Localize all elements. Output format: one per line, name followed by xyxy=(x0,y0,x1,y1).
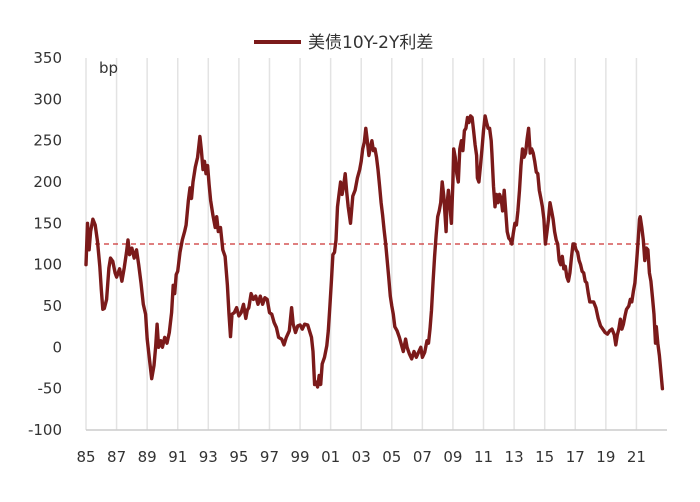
x-tick-label: 07 xyxy=(413,448,432,466)
x-tick-label: 01 xyxy=(321,448,340,466)
x-tick-label: 91 xyxy=(168,448,187,466)
x-tick-label: 87 xyxy=(107,448,126,466)
x-tick-label: 03 xyxy=(352,448,371,466)
x-axis-tick-labels: 85 87 89 91 93 95 97 99 01 03 05 07 09 11 13 15 17 19 21 xyxy=(76,448,646,466)
y-tick-label: 350 xyxy=(33,49,62,67)
x-tick-label: 89 xyxy=(138,448,157,466)
series-line xyxy=(84,114,665,391)
x-tick-label: 17 xyxy=(566,448,585,466)
y-tick-label: 100 xyxy=(33,256,62,274)
y-tick-label: 250 xyxy=(33,132,62,150)
y-tick-label: 50 xyxy=(43,297,62,315)
x-tick-label: 21 xyxy=(627,448,646,466)
y-tick-label: 150 xyxy=(33,214,62,232)
x-tick-label: 15 xyxy=(535,448,554,466)
x-tick-label: 99 xyxy=(291,448,310,466)
x-tick-label: 97 xyxy=(260,448,279,466)
legend-label: 美债10Y-2Y利差 xyxy=(308,33,433,53)
series-group xyxy=(84,114,665,391)
x-tick-label: 11 xyxy=(474,448,493,466)
x-tick-label: 19 xyxy=(596,448,615,466)
y-axis-tick-labels: 350 300 250 200 150 100 50 0 -50 -100 xyxy=(28,49,62,439)
x-tick-label: 93 xyxy=(199,448,218,466)
y-tick-label: 300 xyxy=(33,90,62,108)
x-tick-label: 09 xyxy=(443,448,462,466)
y-tick-label: -50 xyxy=(38,380,63,398)
x-tick-label: 13 xyxy=(505,448,524,466)
x-tick-label: 85 xyxy=(76,448,95,466)
unit-label: bp xyxy=(99,59,118,77)
y-tick-label: -100 xyxy=(28,421,62,439)
legend: 美债10Y-2Y利差 xyxy=(254,33,433,53)
x-tick-label: 05 xyxy=(382,448,401,466)
x-tick-label: 95 xyxy=(229,448,248,466)
y-tick-label: 200 xyxy=(33,173,62,191)
y-tick-label: 0 xyxy=(52,338,62,356)
